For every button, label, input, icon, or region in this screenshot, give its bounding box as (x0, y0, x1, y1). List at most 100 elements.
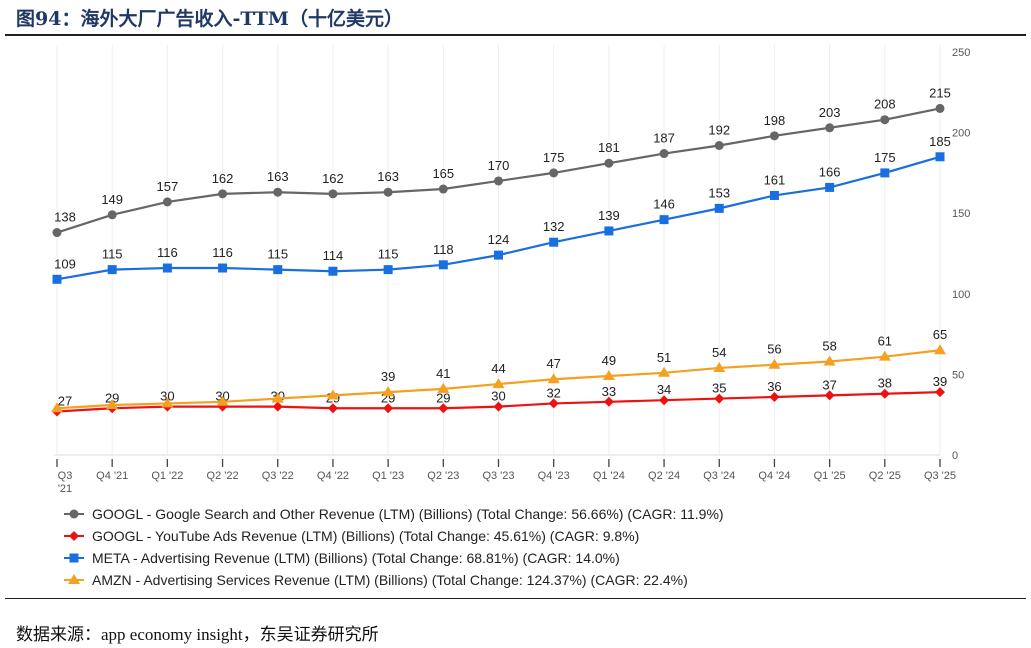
y-tick-label: 0 (952, 450, 958, 462)
data-label: 115 (378, 247, 399, 262)
data-point-diamond (383, 403, 394, 414)
data-label: 54 (712, 345, 726, 360)
legend-triangle-icon (64, 574, 84, 584)
data-point-square (328, 266, 338, 276)
legend-circle-icon (64, 509, 84, 519)
data-label: 161 (764, 172, 786, 187)
data-label: 109 (54, 256, 76, 271)
data-point-square (162, 263, 172, 273)
x-tick-label: Q3 '22 (262, 470, 294, 482)
data-label: 208 (874, 97, 896, 112)
data-label: 51 (657, 350, 671, 365)
title-divider (5, 34, 1026, 36)
data-point-circle (328, 189, 338, 199)
x-tick-label: '21 (58, 483, 72, 495)
data-point-circle (494, 176, 503, 186)
figure-title: 图94：海外大厂广告收入-TTM（十亿美元） (16, 8, 403, 30)
data-label: 139 (598, 208, 620, 223)
data-point-square (273, 265, 283, 275)
data-label: 65 (933, 327, 947, 342)
data-label: 29 (105, 390, 119, 405)
data-label: 146 (653, 197, 675, 212)
data-point-diamond (603, 396, 614, 407)
data-point-triangle (878, 350, 891, 361)
data-point-circle (935, 103, 945, 113)
data-point-circle (825, 123, 835, 133)
data-point-square (549, 237, 559, 247)
legend-item[interactable]: GOOGL - Google Search and Other Revenue … (64, 503, 724, 525)
data-label: 44 (491, 361, 505, 376)
data-point-diamond (659, 395, 670, 406)
data-point-triangle (106, 399, 119, 410)
data-label: 170 (488, 158, 510, 173)
data-point-square (52, 274, 62, 284)
x-tick-label: Q1 '24 (593, 470, 625, 482)
data-point-diamond (714, 393, 725, 404)
data-label: 56 (767, 342, 781, 357)
data-point-diamond (935, 387, 945, 398)
y-tick-label: 100 (952, 289, 970, 301)
x-tick-label: Q4 '21 (96, 470, 128, 482)
data-point-triangle (161, 397, 174, 408)
data-label: 58 (822, 339, 836, 354)
data-point-circle (769, 131, 779, 141)
data-label: 162 (212, 171, 234, 186)
data-point-triangle (51, 402, 63, 413)
y-tick-label: 50 (952, 369, 964, 381)
data-label: 192 (708, 122, 730, 137)
data-label: 198 (764, 113, 786, 128)
legend-item[interactable]: GOOGL - YouTube Ads Revenue (LTM) (Billi… (64, 525, 724, 547)
x-tick-label: Q3 (58, 470, 73, 482)
data-label: 116 (212, 245, 233, 260)
data-label: 153 (708, 185, 730, 200)
data-label: 47 (546, 356, 560, 371)
line-chart: Q3'21 Q4 '21 Q1 '22 Q2 '22 Q3 '22 Q4 '22 Q1 '2… (51, 45, 970, 495)
x-tick-label: Q4 '22 (317, 470, 349, 482)
chart-legend: GOOGL - Google Search and Other Revenue … (64, 503, 724, 591)
data-point-circle (714, 140, 724, 150)
data-point-circle (107, 210, 117, 220)
x-tick-label: Q2 '23 (427, 470, 459, 482)
data-point-triangle (602, 370, 615, 381)
data-point-diamond (879, 388, 890, 399)
legend-diamond-icon (64, 531, 84, 541)
data-point-circle (273, 187, 283, 197)
x-tick-label: Q1 '22 (151, 470, 183, 482)
x-tick-label: Q2 '25 (869, 470, 901, 482)
data-point-square (825, 182, 835, 192)
legend-label: META - Advertising Revenue (LTM) (Billio… (92, 550, 620, 566)
data-point-triangle (713, 361, 726, 372)
data-label: 32 (546, 385, 560, 400)
data-label: 115 (102, 247, 123, 262)
x-tick-label: Q2 '22 (207, 470, 239, 482)
legend-square-icon (64, 553, 84, 563)
legend-label: AMZN - Advertising Services Revenue (LTM… (92, 572, 688, 588)
data-point-diamond (272, 401, 283, 412)
data-point-square (604, 226, 614, 236)
data-point-square (438, 260, 448, 270)
data-label: 34 (657, 382, 671, 397)
x-tick-label: Q1 '23 (372, 470, 404, 482)
data-point-circle (880, 115, 890, 125)
data-point-circle (218, 189, 228, 199)
x-tick-label: Q4 '24 (758, 470, 790, 482)
legend-item[interactable]: META - Advertising Revenue (LTM) (Billio… (64, 547, 724, 569)
data-label: 163 (377, 169, 399, 184)
data-point-circle (52, 228, 62, 238)
data-label: 30 (160, 389, 174, 404)
data-label: 115 (267, 247, 288, 262)
data-label: 37 (822, 377, 836, 392)
data-point-triangle (547, 373, 560, 384)
data-label: 29 (436, 390, 450, 405)
data-point-circle (438, 184, 448, 194)
data-point-square (769, 190, 779, 200)
data-label: 187 (653, 131, 675, 146)
data-point-diamond (769, 391, 780, 402)
data-point-triangle (823, 355, 836, 366)
data-point-square (659, 215, 669, 225)
data-point-triangle (216, 395, 229, 406)
data-label: 215 (929, 85, 951, 100)
data-point-circle (162, 197, 172, 207)
legend-item[interactable]: AMZN - Advertising Services Revenue (LTM… (64, 569, 724, 591)
data-label: 132 (543, 219, 565, 234)
